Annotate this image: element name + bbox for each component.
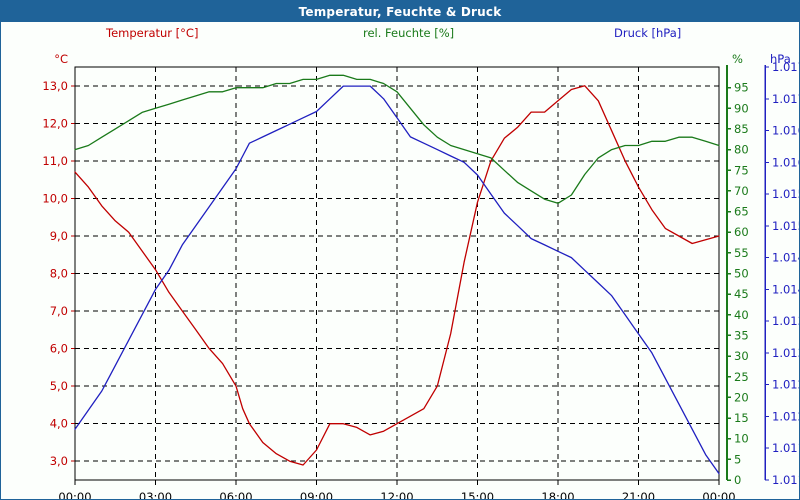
svg-text:60: 60 — [734, 225, 749, 239]
svg-text:12,0: 12,0 — [42, 116, 68, 130]
svg-text:1.012: 1.012 — [772, 409, 799, 423]
svg-text:1.012: 1.012 — [772, 378, 799, 392]
svg-text:6,0: 6,0 — [50, 342, 68, 356]
svg-text:12:00: 12:00 — [380, 490, 413, 499]
x-axis-labels: 00:0016.01.2003:0016.01.2006:0016.01.200… — [58, 490, 735, 499]
svg-text:70: 70 — [734, 184, 749, 198]
svg-text:15:00: 15:00 — [461, 490, 494, 499]
legend-temperature: Temperatur [°C] — [106, 26, 199, 40]
svg-text:1.015: 1.015 — [772, 219, 799, 233]
svg-text:35: 35 — [734, 328, 749, 342]
svg-text:1.015: 1.015 — [772, 187, 799, 201]
chart-canvas: Temperatur [°C] rel. Feuchte [%] Druck [… — [1, 22, 799, 499]
svg-text:85: 85 — [734, 122, 749, 136]
svg-text:25: 25 — [734, 370, 749, 384]
plot-svg: 13,0 12,0 11,0 10,0 9,0 8,0 7,0 6,0 5,0 4,0 3,0 °C%… — [42, 52, 799, 499]
svg-text:hPa: hPa — [770, 52, 791, 66]
svg-text:0: 0 — [734, 473, 741, 487]
svg-text:30: 30 — [734, 349, 749, 363]
svg-text:1.013: 1.013 — [772, 346, 799, 360]
svg-text:5: 5 — [734, 452, 741, 466]
window-title-bar: Temperatur, Feuchte & Druck — [1, 1, 799, 22]
svg-text:18:00: 18:00 — [541, 490, 574, 499]
svg-text:11,0: 11,0 — [42, 154, 68, 168]
svg-text:95: 95 — [734, 81, 749, 95]
svg-text:20: 20 — [734, 390, 749, 404]
axis-labels: 13,0 12,0 11,0 10,0 9,0 8,0 7,0 6,0 5,0 4,0 3,0 °C%… — [42, 52, 799, 487]
svg-text:1.014: 1.014 — [772, 251, 799, 265]
svg-text:°C: °C — [54, 52, 68, 66]
svg-text:7,0: 7,0 — [50, 304, 68, 318]
svg-text:1.011: 1.011 — [772, 473, 799, 487]
svg-text:80: 80 — [734, 143, 749, 157]
svg-text:13,0: 13,0 — [42, 79, 68, 93]
svg-text:90: 90 — [734, 101, 749, 115]
svg-text:9,0: 9,0 — [50, 229, 68, 243]
legend-humidity: rel. Feuchte [%] — [363, 26, 455, 40]
svg-text:10,0: 10,0 — [42, 191, 68, 205]
svg-text:4,0: 4,0 — [50, 417, 68, 431]
svg-text:55: 55 — [734, 246, 749, 260]
plot-frame — [71, 66, 720, 485]
svg-text:03:00: 03:00 — [139, 490, 172, 499]
svg-text:75: 75 — [734, 163, 749, 177]
svg-text:1.016: 1.016 — [772, 155, 799, 169]
svg-text:1.011: 1.011 — [772, 441, 799, 455]
svg-text:5,0: 5,0 — [50, 379, 68, 393]
svg-text:3,0: 3,0 — [50, 454, 68, 468]
grid-lines — [75, 67, 719, 480]
svg-text:21:00: 21:00 — [622, 490, 655, 499]
svg-text:1.017: 1.017 — [772, 60, 799, 74]
series-line — [74, 85, 720, 475]
data-series — [74, 74, 720, 475]
svg-text:%: % — [732, 52, 743, 66]
svg-text:8,0: 8,0 — [50, 267, 68, 281]
window-title: Temperatur, Feuchte & Druck — [298, 4, 502, 19]
series-line — [74, 85, 720, 466]
svg-text:45: 45 — [734, 287, 749, 301]
svg-text:15: 15 — [734, 411, 749, 425]
svg-text:1.013: 1.013 — [772, 314, 799, 328]
svg-text:1.017: 1.017 — [772, 92, 799, 106]
svg-text:06:00: 06:00 — [219, 490, 252, 499]
svg-text:1.016: 1.016 — [772, 124, 799, 138]
svg-text:65: 65 — [734, 205, 749, 219]
legend-pressure: Druck [hPa] — [614, 26, 682, 40]
svg-text:09:00: 09:00 — [300, 490, 333, 499]
svg-text:00:00: 00:00 — [58, 490, 91, 499]
svg-text:1.014: 1.014 — [772, 282, 799, 296]
svg-text:00:00: 00:00 — [702, 490, 735, 499]
series-line — [74, 74, 720, 204]
svg-text:10: 10 — [734, 432, 749, 446]
svg-text:40: 40 — [734, 308, 749, 322]
svg-text:50: 50 — [734, 267, 749, 281]
